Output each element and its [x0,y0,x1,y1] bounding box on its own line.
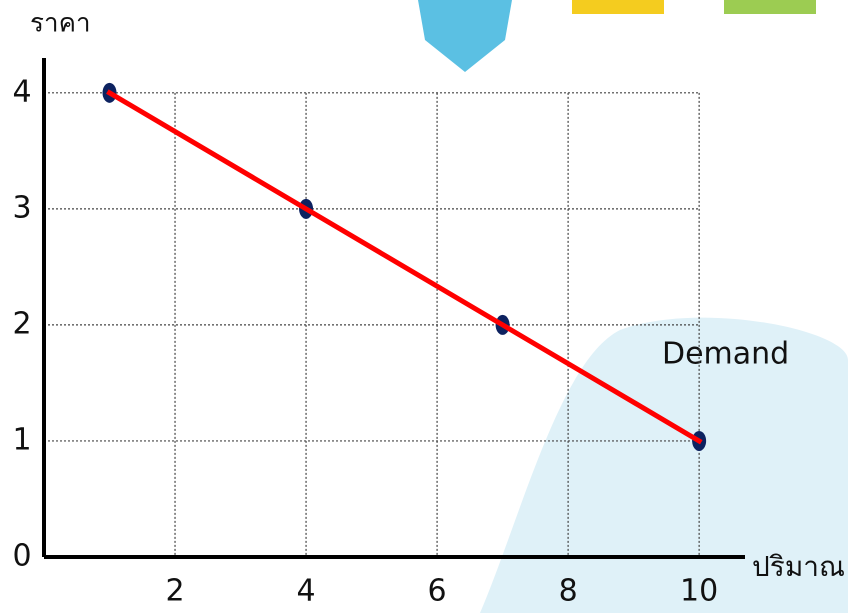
x-tick-label: 6 [428,574,447,609]
y-axis-label: ราคา [30,9,91,39]
y-tick-label: 0 [12,539,31,574]
background-blob [480,317,848,613]
decor-shape [418,0,512,72]
x-tick-label: 4 [297,574,316,609]
y-tick-label: 3 [12,190,31,225]
x-tick-label: 10 [680,574,718,609]
decor-shape [572,0,664,14]
demand-line [106,89,703,445]
annotation: Demand [662,337,789,372]
decor-shape [724,0,816,14]
x-tick-label: 8 [559,574,578,609]
x-tick-label: 2 [165,574,184,609]
y-tick-label: 4 [12,74,31,109]
y-tick-label: 1 [12,422,31,457]
x-axis-label: ปริมาณ [752,550,845,583]
background-dot [649,374,681,406]
y-tick-label: 2 [12,306,31,341]
